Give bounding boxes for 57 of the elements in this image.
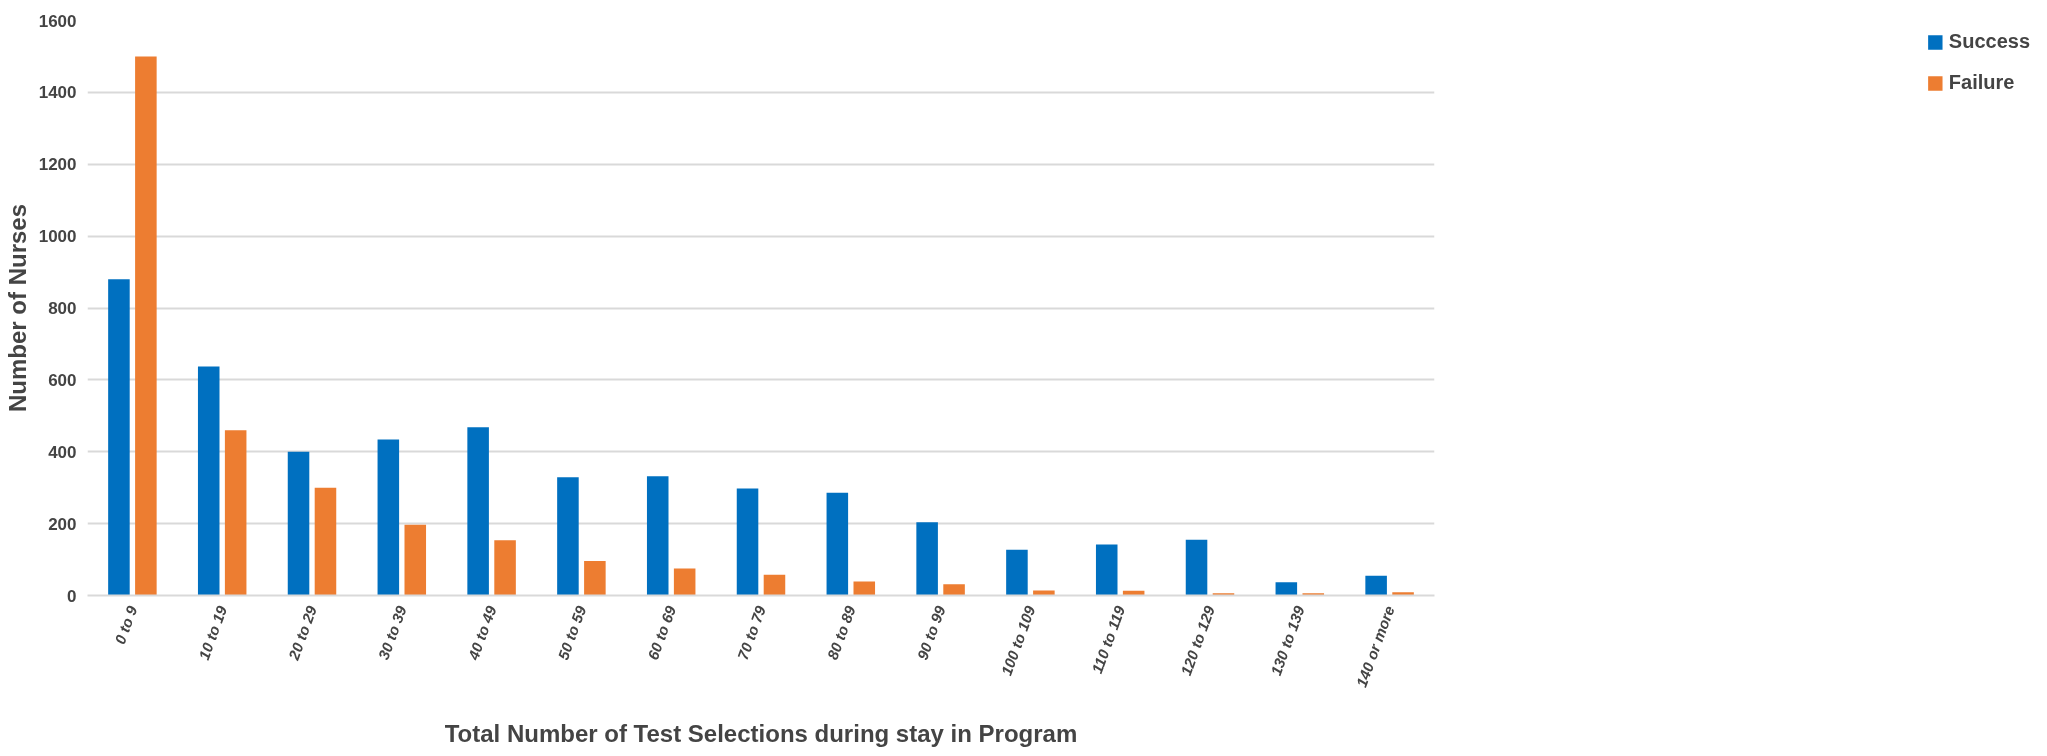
x-tick-label: 30 to 39	[374, 602, 411, 662]
bar	[135, 56, 157, 596]
bar	[1365, 575, 1387, 596]
x-tick-label: 100 to 109	[997, 602, 1039, 678]
y-tick-label: 1600	[38, 11, 77, 31]
y-tick-label: 1000	[38, 227, 77, 247]
x-tick-label: 80 to 89	[823, 602, 860, 662]
bar	[916, 522, 938, 596]
bar	[1302, 593, 1325, 596]
bar	[287, 451, 310, 596]
y-tick-label: 1200	[38, 155, 77, 175]
x-axis-title: Total Number of Test Selections during stay in Program	[444, 720, 1078, 748]
bar	[197, 366, 220, 596]
bar	[673, 568, 696, 596]
bar	[1275, 582, 1298, 596]
bar	[557, 477, 579, 596]
bar	[494, 540, 516, 596]
x-tick-label: 50 to 59	[554, 602, 590, 662]
bar	[763, 574, 786, 596]
x-tick-label: 110 to 119	[1088, 602, 1129, 676]
x-tick-label: 90 to 99	[913, 602, 949, 662]
x-tick-label: 40 to 49	[464, 602, 500, 663]
bar	[1006, 549, 1028, 596]
bar	[224, 430, 247, 596]
bar	[1033, 590, 1055, 596]
bar	[853, 581, 876, 596]
x-tick-label: 70 to 79	[733, 602, 770, 662]
y-axis-title: Number of Nurses	[3, 203, 31, 413]
bar	[314, 487, 337, 596]
x-tick-label: 140 or more	[1352, 603, 1398, 690]
bar	[467, 427, 489, 596]
bar	[943, 584, 965, 596]
y-tick-label: 600	[48, 370, 77, 390]
y-tick-label: 800	[48, 299, 77, 318]
bar	[736, 488, 759, 596]
x-tick-label: 120 to 129	[1177, 602, 1219, 678]
x-tick-label: 60 to 69	[644, 602, 680, 662]
bar	[1212, 593, 1235, 596]
bar	[1185, 539, 1208, 596]
bar	[646, 476, 669, 596]
legend-label: Success	[1948, 30, 2030, 53]
y-tick-label: 400	[48, 442, 77, 462]
x-tick-label: 10 to 19	[195, 602, 231, 662]
bar	[826, 492, 849, 596]
bar	[584, 561, 606, 596]
x-tick-label: 130 to 139	[1267, 602, 1309, 678]
bar	[404, 524, 427, 596]
bar	[108, 279, 130, 596]
bar	[377, 439, 400, 596]
y-tick-label: 0	[67, 586, 77, 606]
x-tick-label: 0 to 9	[111, 602, 141, 647]
bar	[1392, 592, 1414, 596]
y-tick-label: 1400	[38, 83, 77, 103]
legend-label: Failure	[1948, 71, 2015, 94]
bar	[1095, 544, 1118, 596]
x-tick-label: 20 to 29	[284, 602, 321, 663]
y-tick-label: 200	[48, 514, 77, 534]
